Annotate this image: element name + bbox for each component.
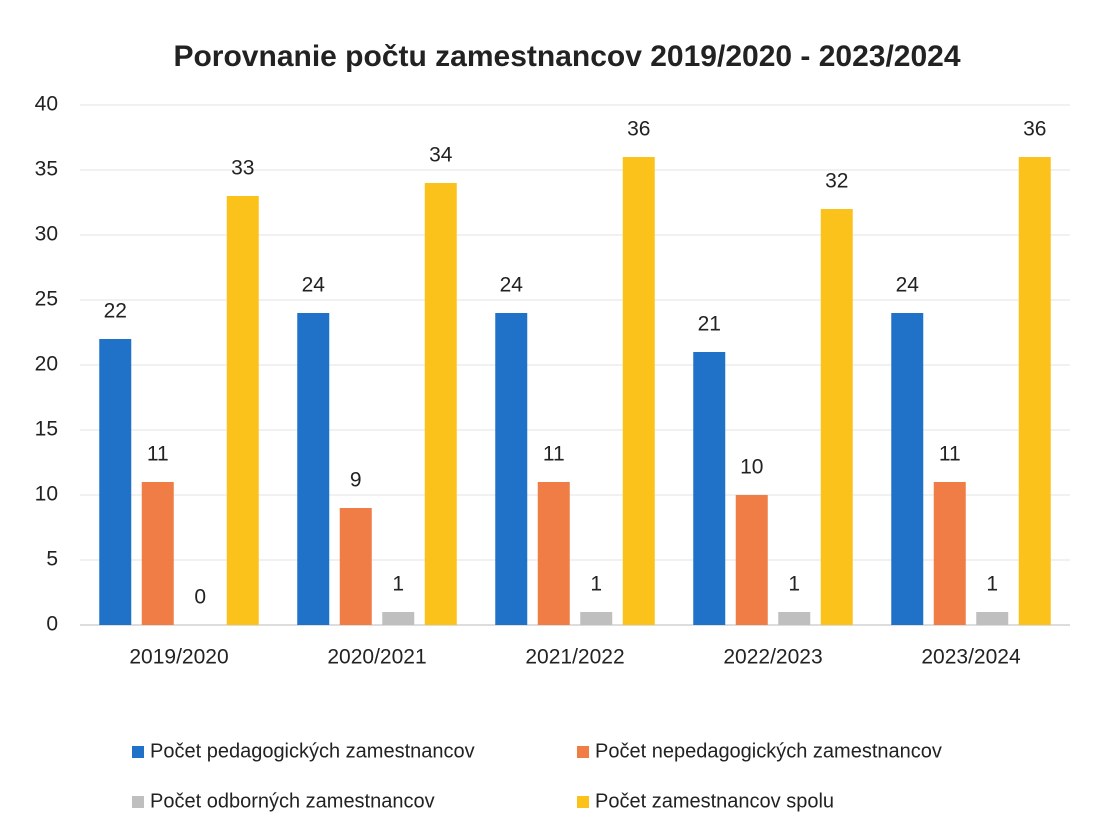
x-tick-label: 2022/2023 <box>723 646 822 669</box>
bar <box>424 183 457 625</box>
y-tick-label: 20 <box>35 353 58 376</box>
data-label: 21 <box>698 313 721 336</box>
bar <box>778 612 811 625</box>
bar <box>99 339 132 625</box>
legend-swatch <box>132 796 144 808</box>
bar <box>495 313 528 625</box>
data-label: 1 <box>986 573 998 596</box>
bar <box>1018 157 1051 625</box>
data-label: 11 <box>147 443 169 466</box>
data-label: 22 <box>104 300 127 323</box>
bar <box>382 612 415 625</box>
data-label: 36 <box>1023 118 1046 141</box>
y-tick-label: 40 <box>35 93 58 116</box>
y-tick-label: 10 <box>35 483 58 506</box>
y-tick-label: 0 <box>46 613 58 636</box>
data-label: 1 <box>392 573 404 596</box>
x-tick-label: 2021/2022 <box>525 646 624 669</box>
x-tick-label: 2020/2021 <box>327 646 426 669</box>
bar <box>622 157 655 625</box>
data-label: 24 <box>302 274 326 297</box>
legend-label: Počet nepedagogických zamestnancov <box>595 740 942 762</box>
bar <box>339 508 372 625</box>
data-label: 34 <box>429 144 453 167</box>
x-tick-label: 2019/2020 <box>129 646 228 669</box>
bar <box>976 612 1009 625</box>
bar <box>891 313 924 625</box>
chart-title: Porovnanie počtu zamestnancov 2019/2020 … <box>173 40 960 73</box>
legend-swatch <box>577 796 589 808</box>
legend-swatch <box>577 746 589 758</box>
data-label: 24 <box>896 274 920 297</box>
y-tick-label: 15 <box>35 418 58 441</box>
x-tick-label: 2023/2024 <box>921 646 1021 669</box>
data-label: 33 <box>231 157 254 180</box>
bar <box>580 612 613 625</box>
legend-swatch <box>132 746 144 758</box>
bar <box>735 495 768 625</box>
data-label: 10 <box>740 456 763 479</box>
data-label: 36 <box>627 118 650 141</box>
legend-label: Počet pedagogických zamestnancov <box>150 740 475 762</box>
data-label: 1 <box>788 573 800 596</box>
bar <box>693 352 726 625</box>
legend-label: Počet zamestnancov spolu <box>595 790 834 812</box>
y-tick-label: 25 <box>35 288 58 311</box>
data-label: 0 <box>194 586 206 609</box>
bar <box>141 482 174 625</box>
data-label: 32 <box>825 170 848 193</box>
bar <box>537 482 570 625</box>
data-label: 9 <box>350 469 362 492</box>
data-label: 11 <box>939 443 961 466</box>
bar <box>226 196 259 625</box>
data-label: 24 <box>500 274 524 297</box>
bar <box>297 313 330 625</box>
data-label: 11 <box>543 443 565 466</box>
y-tick-label: 30 <box>35 223 58 246</box>
y-tick-label: 35 <box>35 158 58 181</box>
bar <box>933 482 966 625</box>
bar <box>820 209 853 625</box>
data-label: 1 <box>590 573 602 596</box>
legend-label: Počet odborných zamestnancov <box>150 790 435 812</box>
y-tick-label: 5 <box>46 548 58 571</box>
